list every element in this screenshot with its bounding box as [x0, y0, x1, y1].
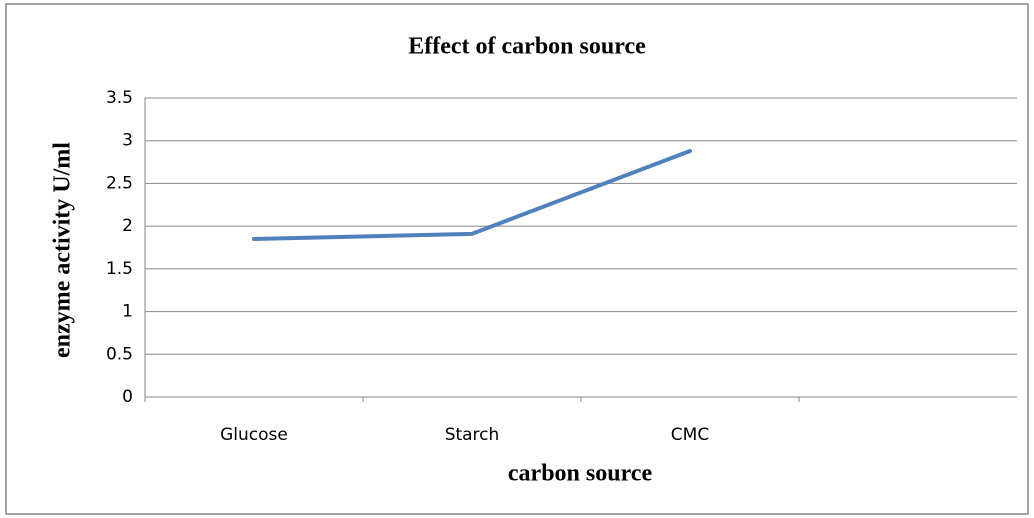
y-tick-label: 3	[122, 131, 133, 151]
y-tick-label: 1	[122, 302, 133, 322]
x-tick-label: CMC	[671, 425, 709, 445]
x-tick-label: Starch	[445, 425, 500, 445]
y-tick-label: 2.5	[106, 173, 133, 193]
y-tick-label: 1.5	[106, 259, 133, 279]
y-tick-label: 0	[122, 387, 133, 407]
y-tick-label: 3.5	[106, 88, 133, 108]
x-tick-label: Glucose	[220, 425, 288, 445]
chart-title: Effect of carbon source	[408, 34, 646, 60]
y-tick-label: 0.5	[106, 344, 133, 364]
y-tick-label: 2	[122, 216, 133, 236]
data-line	[252, 148, 692, 241]
chart-frame	[5, 3, 1029, 515]
x-axis-label: carbon source	[508, 461, 653, 487]
y-axis-label: enzyme activity U/ml	[50, 142, 76, 358]
